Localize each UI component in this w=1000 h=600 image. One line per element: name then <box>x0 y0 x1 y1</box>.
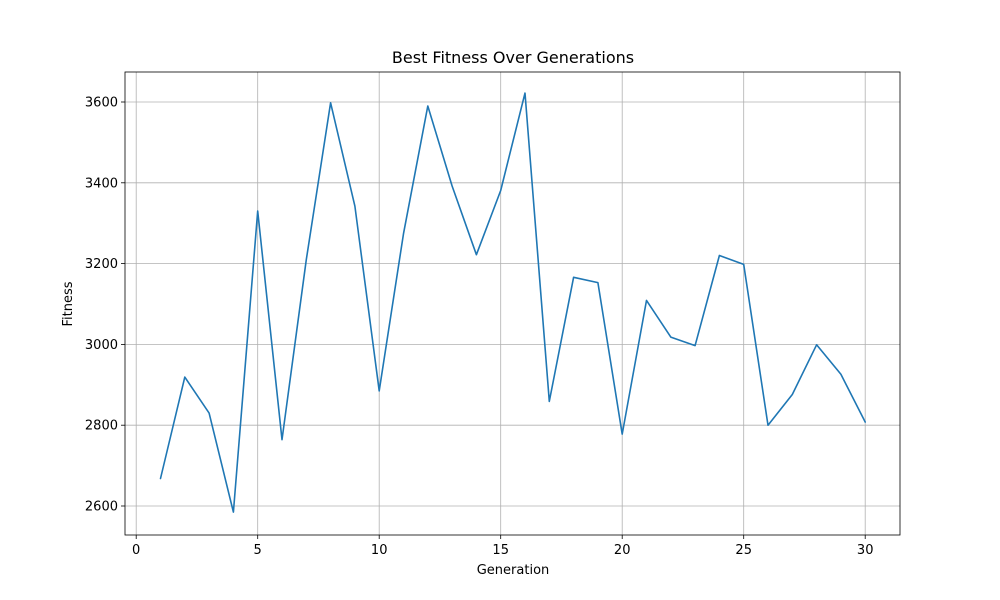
series-line <box>159 92 867 513</box>
y-axis-label: Fitness <box>61 281 76 326</box>
ticks: 0 5 10 15 20 25 30 2600 2800 3000 3200 3400 3600 <box>85 96 874 559</box>
y-tick-label: 3600 <box>85 96 118 111</box>
y-tick-label: 3400 <box>85 176 118 191</box>
series-layer <box>159 92 867 513</box>
plot-frame <box>124 71 901 536</box>
y-tick-label: 2600 <box>85 500 118 515</box>
x-tick-label: 20 <box>614 543 631 558</box>
x-tick-label: 25 <box>735 543 752 558</box>
x-tick-label: 10 <box>371 543 388 558</box>
x-tick-label: 15 <box>492 543 509 558</box>
x-tick-label: 30 <box>857 543 874 558</box>
chart-title: Best Fitness Over Generations <box>392 48 634 67</box>
x-tick-label: 0 <box>132 543 140 558</box>
y-tick-label: 2800 <box>85 419 118 434</box>
y-tick-label: 3200 <box>85 257 118 272</box>
x-axis-label: Generation <box>477 563 550 578</box>
y-tick-label: 3000 <box>85 338 118 353</box>
x-tick-label: 5 <box>254 543 262 558</box>
